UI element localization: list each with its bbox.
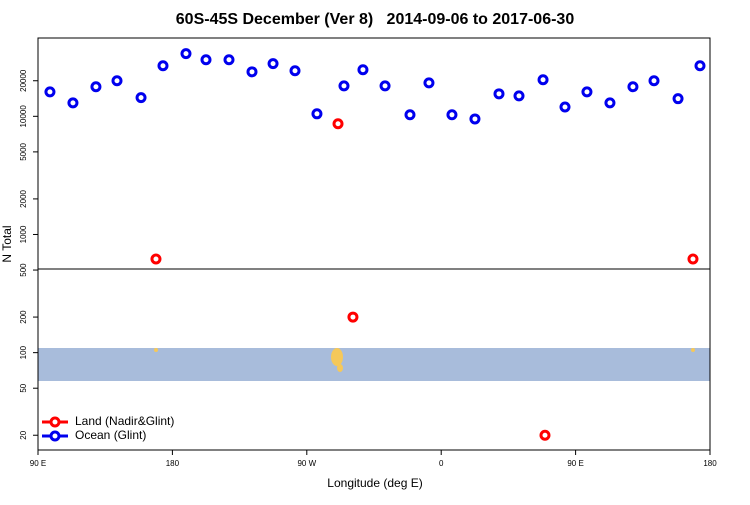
- y-tick-label: 20: [19, 430, 28, 439]
- marker: [223, 54, 235, 66]
- marker: [627, 81, 639, 93]
- legend-label: Ocean (Glint): [75, 428, 146, 442]
- marker: [267, 58, 279, 70]
- y-tick-label: 5000: [19, 142, 28, 160]
- x-tick-label: 180: [166, 459, 180, 468]
- marker: [581, 86, 593, 98]
- marker: [687, 253, 699, 265]
- marker: [67, 97, 79, 109]
- y-tick-label: 1000: [19, 225, 28, 243]
- marker: [44, 86, 56, 98]
- marker: [423, 77, 435, 89]
- marker: [648, 75, 660, 87]
- marker: [200, 54, 212, 66]
- marker: [357, 64, 369, 76]
- marker: [672, 93, 684, 105]
- marker: [289, 65, 301, 77]
- marker: [513, 90, 525, 102]
- x-tick-label: 180: [703, 459, 717, 468]
- y-tick-label: 500: [19, 263, 28, 277]
- marker: [150, 253, 162, 265]
- legend-label: Land (Nadir&Glint): [75, 414, 174, 428]
- marker: [493, 88, 505, 100]
- chart-title: 60S-45S December (Ver 8) 2014-09-06 to 2…: [176, 11, 575, 28]
- y-tick-label: 20000: [19, 69, 28, 92]
- legend-marker: [49, 430, 61, 442]
- marker: [90, 81, 102, 93]
- marker: [338, 80, 350, 92]
- plot-frame: [37, 37, 711, 451]
- marker: [537, 74, 549, 86]
- marker: [446, 109, 458, 121]
- map-land: [331, 348, 343, 366]
- map-band: [38, 348, 710, 381]
- marker: [332, 118, 344, 130]
- marker: [559, 101, 571, 113]
- marker: [539, 429, 551, 441]
- marker: [379, 80, 391, 92]
- map-land: [691, 348, 695, 352]
- x-axis-label: Longitude (deg E): [327, 476, 422, 490]
- map-land: [337, 364, 343, 372]
- y-tick-label: 50: [19, 383, 28, 392]
- map-land: [154, 348, 158, 352]
- marker: [604, 97, 616, 109]
- marker: [311, 108, 323, 120]
- x-tick-label: 0: [439, 459, 444, 468]
- marker: [347, 311, 359, 323]
- x-tick-label: 90 W: [297, 459, 316, 468]
- y-tick-label: 2000: [19, 189, 28, 207]
- y-tick-label: 10000: [19, 105, 28, 128]
- y-tick-label: 100: [19, 345, 28, 359]
- marker: [246, 66, 258, 78]
- marker: [180, 48, 192, 60]
- marker: [135, 92, 147, 104]
- y-axis-label: N Total: [0, 225, 14, 262]
- y-tick-label: 200: [19, 310, 28, 324]
- marker: [469, 113, 481, 125]
- marker: [111, 75, 123, 87]
- marker: [157, 60, 169, 72]
- x-tick-label: 90 E: [30, 459, 46, 468]
- marker: [694, 60, 706, 72]
- x-tick-label: 90 E: [567, 459, 583, 468]
- marker: [404, 109, 416, 121]
- legend-marker: [49, 416, 61, 428]
